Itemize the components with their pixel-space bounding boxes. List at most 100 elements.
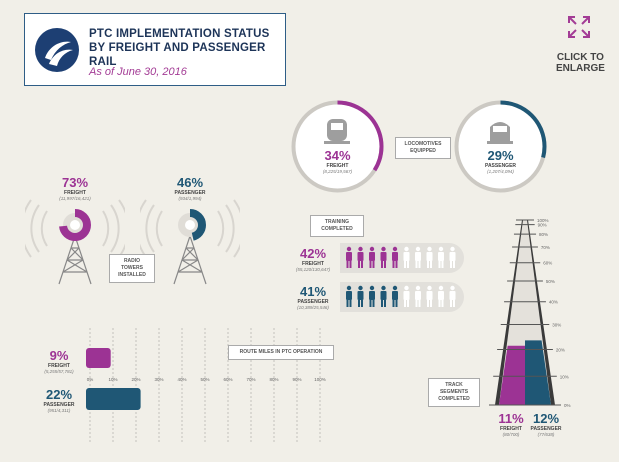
radio-freight-ratio: (11,997/16,421): [59, 196, 91, 201]
track-tick-label: 10%: [560, 374, 569, 379]
track-tick-label: 0%: [564, 403, 571, 408]
route-tick-label: 50%: [200, 377, 209, 382]
expand-icon: [568, 16, 590, 38]
radio-passenger-label: PASSENGER: [174, 190, 206, 196]
track-freight-pct: 11%: [498, 411, 524, 426]
radio-waves-icon: [25, 199, 125, 258]
tower-icon: [58, 235, 92, 285]
person-icon: [426, 246, 433, 268]
route-tick-label: 80%: [269, 377, 278, 382]
person-icon: [438, 246, 444, 268]
person-icon: [380, 285, 387, 307]
locomotive-passenger-label: PASSENGER: [484, 163, 517, 169]
radio-freight-label: FREIGHT: [64, 190, 86, 196]
person-icon: [403, 246, 410, 268]
training-freight-text: 42% FREIGHT (55,120/130,647): [290, 246, 336, 272]
track-tick-label: 30%: [552, 323, 561, 328]
locomotive-passenger-ring: [454, 100, 547, 193]
route-tick-label: 60%: [223, 377, 232, 382]
training-freight-people: [346, 246, 456, 268]
track-label-line-3: COMPLETED: [438, 396, 470, 402]
locomotive-freight-ratio: (8,225/19,567): [322, 169, 353, 174]
training-label-line-1: TRAINING: [324, 219, 350, 225]
person-icon: [415, 246, 421, 268]
person-icon: [369, 285, 375, 307]
route-passenger-pct: 22%: [45, 387, 73, 402]
route-freight-label: FREIGHT: [48, 363, 70, 369]
radio-tower-passenger: [140, 199, 240, 285]
person-icon: [403, 285, 410, 307]
route-tick-label: 40%: [177, 377, 186, 382]
track-passenger-text: 12% PASSENGER (77/638): [526, 411, 566, 437]
person-icon: [380, 246, 387, 268]
route-tick-label: 100%: [314, 377, 326, 382]
dot-logo-icon: [35, 28, 79, 72]
training-passenger-text: 41% PASSENGER (10,389/25,546): [290, 284, 336, 310]
track-freight-label: FREIGHT: [500, 426, 522, 432]
locomotive-freight-label: FREIGHT: [326, 163, 349, 169]
person-icon: [346, 246, 352, 268]
route-freight-pct: 9%: [49, 348, 69, 363]
track-passenger-pct: 12%: [532, 411, 560, 426]
route-passenger-label: PASSENGER: [43, 402, 75, 408]
person-icon: [426, 285, 433, 307]
as-of-date: As of June 30, 2016: [89, 66, 187, 78]
person-icon: [357, 246, 364, 268]
locomotive-freight-text: 34% FREIGHT (8,225/19,567): [290, 148, 385, 174]
training-passenger-people: [346, 285, 456, 307]
title-box: PTC IMPLEMENTATION STATUS BY FREIGHT AND…: [24, 13, 286, 86]
track-tick-label: 90%: [538, 223, 547, 228]
training-freight-pct: 42%: [299, 246, 327, 261]
person-icon: [438, 285, 444, 307]
track-tick-label: 70%: [541, 245, 550, 250]
enlarge-line-1: CLICK TO: [556, 52, 604, 63]
person-icon: [415, 285, 421, 307]
locomotive-passenger-pct: 29%: [487, 148, 514, 163]
locomotives-label-line-1: LOCOMOTIVES: [404, 141, 442, 147]
training-freight-ratio: (55,120/130,647): [295, 267, 331, 272]
passenger-locomotive-icon: [487, 122, 513, 144]
route-passenger-text: 22% PASSENGER (951/4,311): [24, 387, 94, 413]
route-tick-label: 10%: [108, 377, 117, 382]
track-label-line-1: TRACK: [445, 382, 463, 388]
route-freight-text: 9% FREIGHT (5,255/57,781): [24, 348, 94, 374]
person-icon: [392, 246, 398, 268]
route-miles-label: ROUTE MILES IN PTC OPERATION: [228, 345, 334, 360]
track-segments-chart: 100%90% 80% 70% 60% 50% 40% 30% 20% 10% 0%: [489, 218, 571, 408]
training-passenger-label: PASSENGER: [297, 299, 329, 305]
route-tick-label: 90%: [292, 377, 301, 382]
route-tick-label: 0%: [87, 377, 94, 382]
locomotives-label-line-2: EQUIPPED: [410, 148, 436, 154]
track-freight-ratio: (80/700): [502, 432, 520, 437]
enlarge-label[interactable]: CLICK TO ENLARGE: [556, 52, 605, 74]
person-icon: [449, 246, 456, 268]
track-passenger-label: PASSENGER: [530, 426, 562, 432]
track-tick-label: 100%: [537, 218, 549, 223]
route-passenger-bar: [86, 388, 141, 410]
person-icon: [369, 246, 375, 268]
enlarge-button[interactable]: [568, 16, 590, 43]
training-label-line-2: COMPLETED: [321, 226, 353, 232]
radio-passenger-text: 46% PASSENGER (934/1,994): [155, 175, 225, 201]
radio-tower-freight: [25, 199, 125, 285]
track-tick-label: 60%: [543, 261, 552, 266]
enlarge-line-2: ENLARGE: [556, 63, 605, 74]
track-tick-label: 80%: [539, 232, 548, 237]
radio-passenger-ratio: (934/1,994): [178, 196, 202, 201]
track-label-line-2: SEGMENTS: [439, 389, 469, 395]
route-tick-label: 70%: [246, 377, 255, 382]
page-title: PTC IMPLEMENTATION STATUS BY FREIGHT AND…: [89, 27, 285, 69]
tower-icon: [173, 235, 207, 285]
locomotive-passenger-ratio: (1,207/4,094): [487, 169, 514, 174]
training-label: TRAINING COMPLETED: [310, 215, 364, 237]
locomotive-passenger-text: 29% PASSENGER (1,207/4,094): [453, 148, 548, 174]
locomotives-label: LOCOMOTIVES EQUIPPED: [395, 137, 451, 159]
training-freight-bar: [340, 243, 464, 273]
track-passenger-ratio: (77/638): [537, 432, 555, 437]
person-icon: [346, 285, 352, 307]
radio-label-line-3: INSTALLED: [118, 272, 146, 278]
person-icon: [392, 285, 398, 307]
person-icon: [357, 285, 364, 307]
training-freight-label: FREIGHT: [302, 261, 324, 267]
track-tick-label: 50%: [546, 279, 555, 284]
